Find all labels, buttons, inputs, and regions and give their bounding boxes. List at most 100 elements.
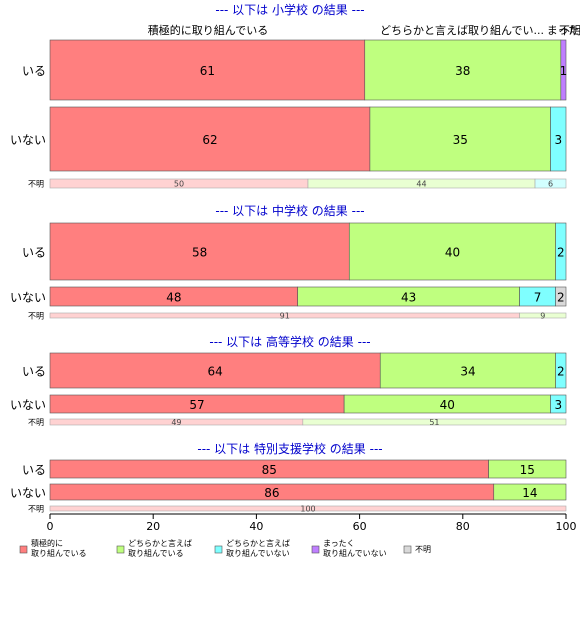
data-label: 85 — [262, 463, 277, 477]
legend-label: 積極的に — [31, 538, 63, 548]
data-label: 6 — [548, 180, 553, 189]
data-label: 2 — [557, 291, 565, 305]
legend-swatch — [403, 545, 412, 554]
row-label: いる — [22, 365, 46, 379]
row-label: いない — [10, 398, 46, 412]
top-label-3: まった — [547, 24, 580, 37]
legend-swatch — [19, 545, 28, 554]
legend-label: どちらかと言えば — [128, 538, 192, 548]
data-label: 15 — [520, 463, 535, 477]
data-label: 14 — [522, 486, 537, 500]
legend-swatch — [214, 545, 223, 554]
data-label: 35 — [453, 133, 468, 147]
bar-row: 不明 91 9 — [28, 312, 567, 321]
bar-segment — [519, 312, 567, 319]
legend-entry: 積極的に取り組んでいる — [19, 538, 87, 558]
legend-label: 不明 — [415, 545, 431, 554]
data-label: 91 — [280, 312, 290, 321]
group-title: --- 以下は 小学校 の結果 --- — [215, 2, 364, 17]
legend-label: 取り組んでいる — [128, 548, 184, 558]
data-label: 40 — [445, 246, 460, 260]
data-label: 2 — [557, 246, 565, 260]
data-label: 7 — [534, 291, 542, 305]
row-label: いない — [10, 486, 46, 500]
bar-segment — [364, 39, 562, 101]
top-label-2: どちらかと言えば取り組んでい... — [380, 24, 544, 37]
data-label: 1 — [560, 64, 568, 78]
data-label: 51 — [429, 418, 439, 427]
bar-row: いる 61 38 1 — [22, 39, 568, 101]
x-tick-label: 80 — [456, 520, 470, 533]
bar-row: いる 58 40 2 — [22, 222, 567, 281]
x-axis: 0 20 40 60 80 100 — [47, 513, 577, 533]
row-label: いる — [22, 463, 46, 477]
group-title: --- 以下は 中学校 の結果 --- — [215, 203, 364, 218]
bar-row: いる 64 34 2 — [22, 352, 567, 389]
legend-label: 取り組んでいない — [323, 548, 387, 558]
data-label: 86 — [264, 486, 279, 500]
bar-row: 不明 100 — [28, 505, 567, 514]
bar-segment — [488, 459, 567, 479]
bar-segment — [49, 39, 366, 101]
row-label: 不明 — [28, 418, 44, 427]
bar-segment — [555, 222, 567, 281]
top-label-1: 積極的に取り組んでいる — [148, 23, 268, 37]
legend-label: どちらかと言えば — [226, 538, 290, 548]
bar-segment — [49, 505, 567, 512]
bar-segment — [550, 106, 567, 172]
data-label: 38 — [455, 64, 470, 78]
legend: 積極的に取り組んでいるどちらかと言えば取り組んでいるどちらかと言えば取り組んでい… — [19, 538, 431, 558]
bar-segment — [49, 222, 350, 281]
data-label: 64 — [207, 365, 222, 379]
row-label: いない — [10, 291, 46, 305]
data-label: 49 — [171, 418, 181, 427]
data-label: 43 — [401, 291, 416, 305]
top-label-4: 不明 — [559, 24, 580, 37]
data-label: 58 — [192, 246, 207, 260]
legend-entry: 不明 — [403, 545, 431, 554]
data-label: 2 — [557, 365, 565, 379]
bar-row: いない 62 35 3 — [10, 106, 567, 172]
data-label: 3 — [554, 398, 562, 412]
bar-segment — [493, 483, 567, 501]
group-2: --- 以下は 中学校 の結果 --- いる 58 40 2 いない 48 43 7 2 不明 91 9 — [10, 203, 567, 321]
row-label: いる — [22, 246, 46, 260]
row-label: 不明 — [28, 180, 44, 189]
bar-segment — [534, 178, 567, 189]
top-category-labels: 積極的に取り組んでいる どちらかと言えば取り組んでい... まった 不明 — [148, 23, 580, 37]
legend-label: 取り組んでいる — [31, 548, 87, 558]
bar-row: いる 85 15 — [22, 459, 567, 479]
bar-segment — [555, 352, 567, 389]
x-tick-label: 60 — [353, 520, 367, 533]
x-tick-label: 0 — [47, 520, 54, 533]
data-label: 34 — [460, 365, 475, 379]
legend-swatch — [311, 545, 320, 554]
data-label: 40 — [440, 398, 455, 412]
bar-row: いない 57 40 3 — [10, 394, 567, 414]
group-3: --- 以下は 高等学校 の結果 --- いる 64 34 2 いない 57 40 3 不明 49 5… — [10, 334, 567, 427]
group-title: --- 以下は 特別支援学校 の結果 --- — [197, 441, 382, 456]
bar-segment — [302, 418, 567, 426]
data-label: 3 — [554, 133, 562, 147]
x-tick-label: 20 — [146, 520, 160, 533]
data-label: 48 — [166, 291, 181, 305]
row-label: 不明 — [28, 505, 44, 514]
legend-label: まったく — [323, 539, 355, 548]
bar-segment — [49, 106, 371, 172]
legend-label: 取り組んでいない — [226, 548, 290, 558]
bar-segment — [369, 106, 551, 172]
group-4: --- 以下は 特別支援学校 の結果 --- いる 85 15 いない 86 14 不明 100 — [10, 441, 567, 514]
row-label: いる — [22, 64, 46, 78]
data-label: 62 — [202, 133, 217, 147]
legend-swatch — [116, 545, 125, 554]
data-label: 9 — [540, 312, 545, 321]
bar-row: 不明 49 51 — [28, 418, 567, 427]
group-1: --- 以下は 小学校 の結果 --- いる 61 38 1 いない 62 35 3 不明 50 44… — [10, 2, 567, 189]
data-label: 100 — [300, 505, 315, 514]
bar-row: いない 48 43 7 2 — [10, 286, 567, 307]
